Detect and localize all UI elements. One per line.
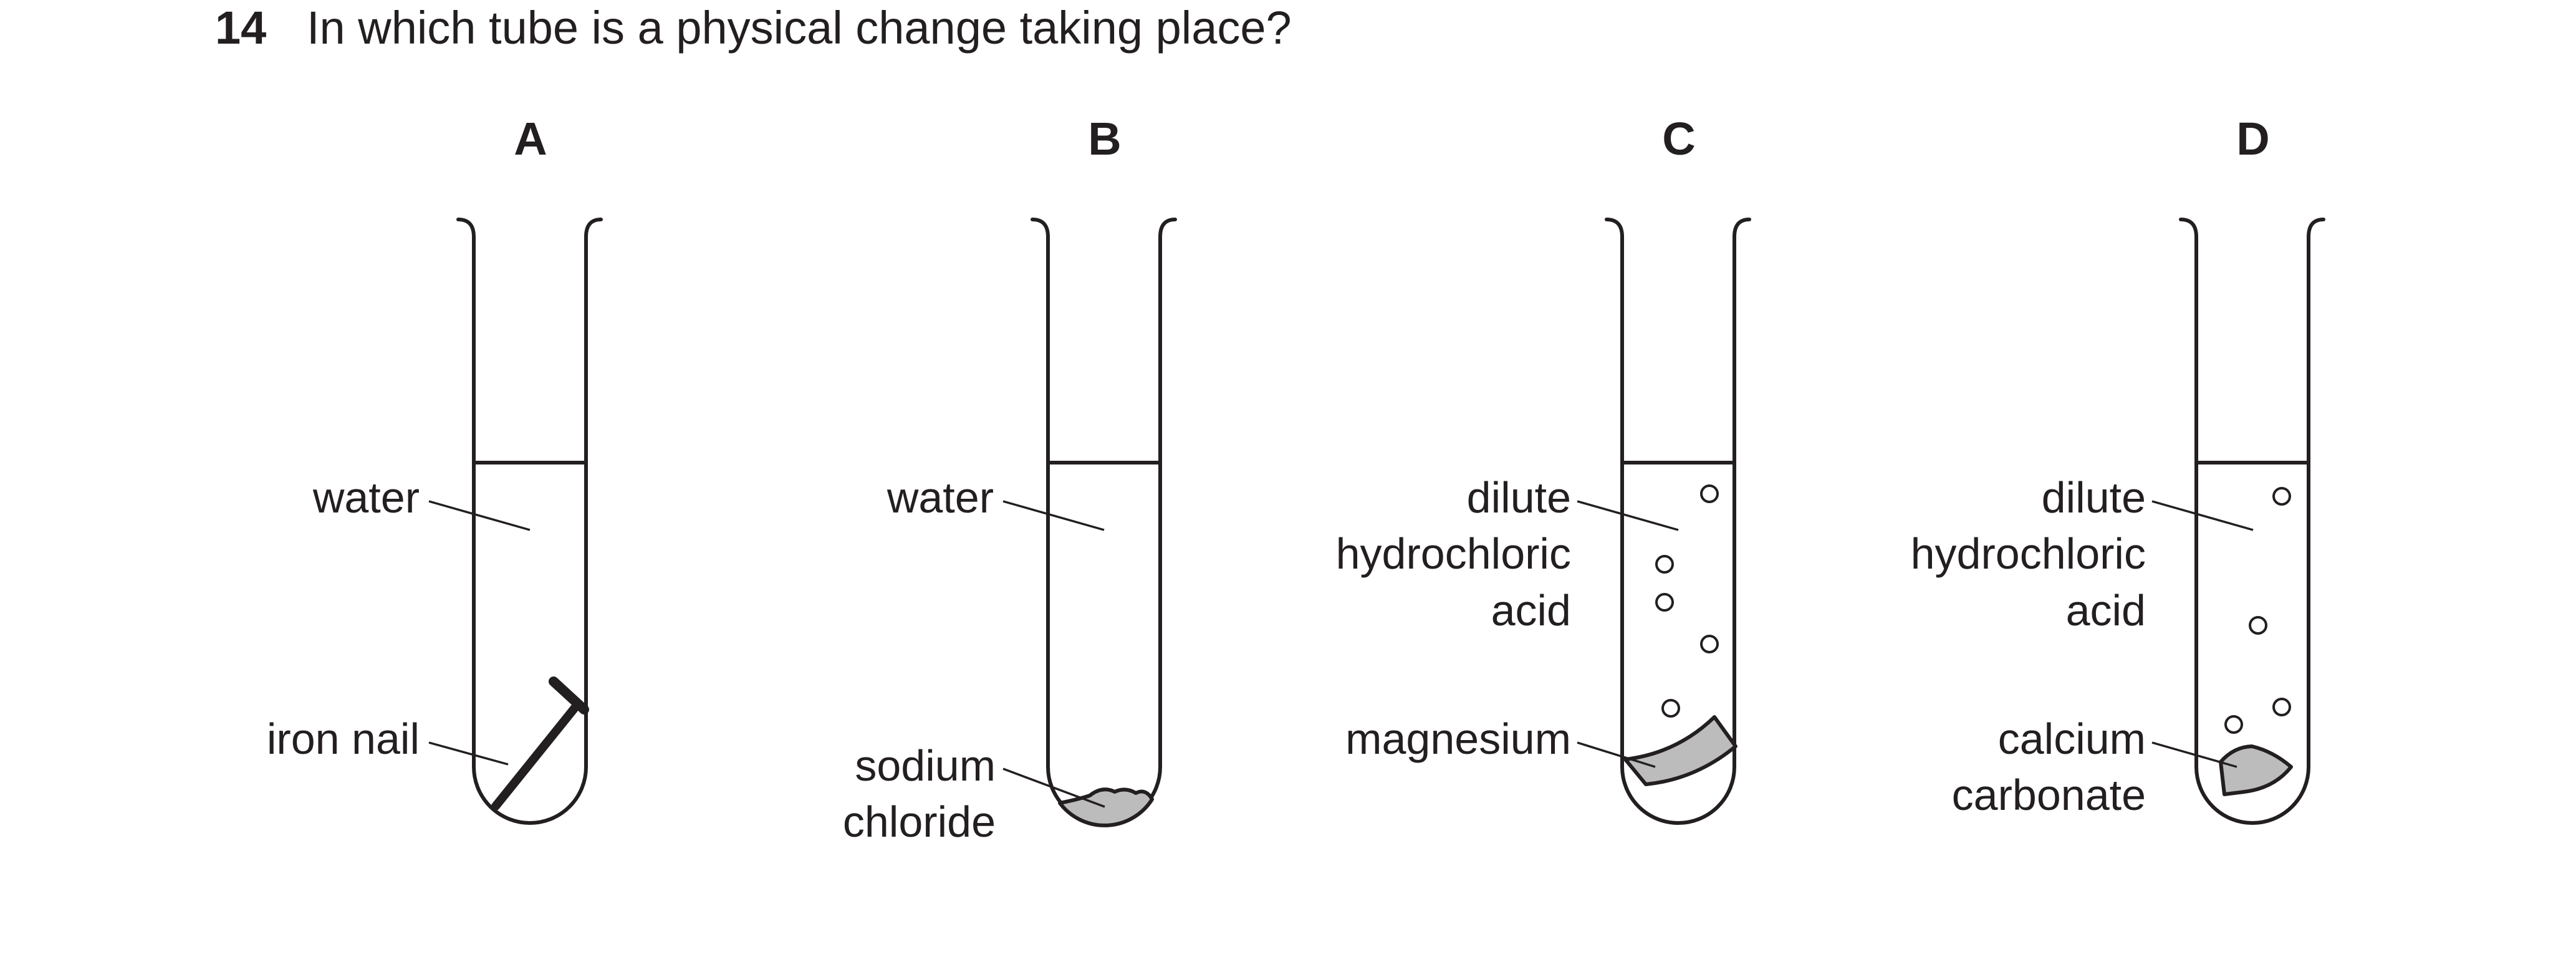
tube-b-outline xyxy=(1031,218,1177,825)
tube-letter-a: A xyxy=(514,113,547,165)
label-acid-d-line3: acid xyxy=(2066,586,2146,635)
label-magnesium: magnesium xyxy=(1345,715,1571,763)
tube-a-outline xyxy=(456,218,603,825)
question-text: In which tube is a physical change takin… xyxy=(307,2,1292,54)
label-water-a: water xyxy=(312,473,420,522)
label-sodium-chloride-line1: sodium xyxy=(855,741,996,790)
leader-sodium-chloride xyxy=(1002,767,1105,808)
label-iron-nail: iron nail xyxy=(267,715,420,763)
tube-d: D dilute hydrochloric acid calcium carbo… xyxy=(1911,113,2325,825)
iron-nail xyxy=(491,676,589,811)
tube-letter-d: D xyxy=(2236,113,2269,165)
leader-acid-d xyxy=(2151,500,2254,531)
label-acid-d-line1: dilute xyxy=(2042,473,2146,522)
leader-water-b xyxy=(1002,500,1105,531)
tube-a: A water iron nail xyxy=(267,113,603,825)
leader-acid-c xyxy=(1577,500,1679,531)
label-acid-c-line1: dilute xyxy=(1467,473,1571,522)
tube-c: C dilute hydrochloric acid magnesium xyxy=(1336,113,1751,825)
gas-bubbles-d xyxy=(2224,487,2291,734)
leader-calcium-carbonate xyxy=(2151,741,2237,768)
label-acid-d-line2: hydrochloric xyxy=(1911,529,2146,578)
tube-c-outline xyxy=(1605,218,1751,825)
label-calcium-carbonate-line1: calcium xyxy=(1998,715,2146,763)
magnesium-ribbon xyxy=(1623,715,1737,786)
tube-d-outline xyxy=(2179,218,2325,825)
label-acid-c-line3: acid xyxy=(1491,586,1571,635)
tube-letter-b: B xyxy=(1088,113,1121,165)
calcium-carbonate-lump xyxy=(2219,744,2293,796)
leader-water-a xyxy=(428,500,531,531)
tube-b: B water sodium chloride xyxy=(843,113,1177,846)
tube-letter-c: C xyxy=(1662,113,1695,165)
gas-bubbles-c xyxy=(1655,484,1719,718)
label-water-b: water xyxy=(887,473,994,522)
label-acid-c-line2: hydrochloric xyxy=(1336,529,1571,578)
label-calcium-carbonate-line2: carbonate xyxy=(1952,771,2146,819)
leader-magnesium xyxy=(1577,741,1656,768)
question-number: 14 xyxy=(215,2,266,54)
label-sodium-chloride-line2: chloride xyxy=(843,797,996,846)
leader-iron-nail xyxy=(428,741,509,766)
